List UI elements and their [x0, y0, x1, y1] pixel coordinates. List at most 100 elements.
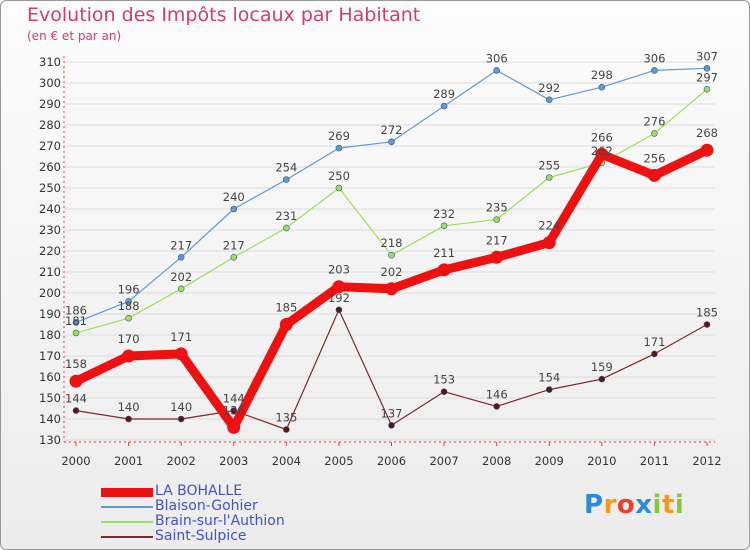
- legend-label: Saint-Sulpice: [155, 528, 247, 544]
- proxiti-logo: Proxiti: [584, 490, 684, 520]
- legend-label: LA BOHALLE: [155, 483, 243, 499]
- data-point: [598, 375, 606, 383]
- data-point: [335, 306, 343, 314]
- x-tick-label: 2001: [114, 454, 143, 468]
- legend-swatch: [101, 488, 153, 497]
- data-point: [388, 251, 395, 259]
- data-point: [651, 67, 658, 74]
- data-label: 171: [170, 330, 192, 344]
- data-label: 306: [486, 51, 508, 65]
- data-label: 272: [381, 123, 403, 137]
- data-label: 181: [65, 314, 87, 328]
- data-label: 255: [538, 159, 560, 173]
- y-tick-label: 260: [39, 160, 61, 174]
- data-point: [598, 83, 606, 91]
- y-tick-label: 170: [39, 349, 61, 363]
- logo-letter: r: [603, 490, 617, 520]
- data-point: [440, 222, 448, 230]
- y-tick-label: 230: [39, 223, 61, 237]
- chart-title: Evolution des Impôts locaux par Habitant: [27, 4, 421, 26]
- data-point: [703, 86, 711, 93]
- x-tick-label: 2007: [429, 454, 458, 468]
- x-tick-label: 2008: [482, 454, 511, 468]
- y-tick-label: 290: [39, 97, 61, 111]
- data-label: 289: [433, 87, 455, 101]
- data-label: 254: [275, 161, 297, 175]
- data-label: 298: [591, 68, 613, 82]
- logo-letter: i: [652, 490, 662, 520]
- data-point: [440, 102, 448, 110]
- legend-swatch: [101, 536, 153, 538]
- y-tick-label: 160: [39, 370, 61, 384]
- y-tick-label: 180: [39, 328, 61, 342]
- data-point: [332, 280, 346, 294]
- data-point: [177, 253, 185, 261]
- data-point: [227, 420, 241, 434]
- data-label: 231: [275, 209, 297, 223]
- y-tick-label: 130: [39, 433, 61, 447]
- data-label: 232: [433, 207, 455, 221]
- data-label: 202: [170, 270, 192, 284]
- data-label: 185: [696, 306, 718, 320]
- data-point: [72, 329, 80, 337]
- data-label: 217: [486, 233, 508, 247]
- y-tick-label: 270: [39, 139, 61, 153]
- x-tick-label: 2006: [377, 454, 406, 468]
- y-tick-label: 150: [39, 391, 61, 405]
- x-tick-label: 2011: [640, 454, 669, 468]
- chart-subtitle: (en € et par an): [27, 29, 122, 43]
- data-point: [69, 374, 83, 388]
- data-label: 188: [118, 299, 140, 313]
- x-tick-label: 2012: [692, 454, 721, 468]
- data-label: 153: [433, 373, 455, 387]
- data-point: [595, 147, 609, 161]
- data-label: 217: [170, 238, 192, 252]
- data-point: [230, 253, 238, 261]
- data-point: [230, 205, 238, 213]
- data-point: [493, 403, 500, 410]
- data-point: [437, 263, 451, 277]
- data-label: 276: [643, 114, 665, 128]
- data-point: [125, 314, 132, 322]
- data-point: [177, 285, 185, 293]
- data-point: [283, 176, 290, 183]
- data-label: 203: [328, 263, 350, 277]
- data-label: 235: [486, 201, 508, 215]
- y-tick-label: 140: [39, 412, 61, 426]
- data-label: 307: [696, 49, 718, 63]
- data-label: 140: [118, 400, 140, 414]
- y-tick-label: 240: [39, 202, 61, 216]
- data-point: [388, 421, 395, 429]
- data-label: 266: [591, 130, 613, 144]
- data-label: 262: [591, 144, 613, 158]
- data-label: 154: [538, 371, 560, 385]
- data-label: 170: [118, 332, 140, 346]
- data-point: [335, 144, 343, 152]
- x-tick-label: 2000: [61, 454, 90, 468]
- x-tick-label: 2005: [324, 454, 353, 468]
- legend-label: Blaison-Gohier: [155, 498, 258, 514]
- data-point: [490, 250, 504, 264]
- data-label: 240: [223, 190, 245, 204]
- data-point: [125, 298, 132, 305]
- data-point: [177, 415, 185, 423]
- data-point: [440, 388, 448, 396]
- data-point: [647, 168, 661, 182]
- data-point: [545, 174, 553, 181]
- data-label: 186: [65, 303, 87, 317]
- data-point: [545, 96, 553, 104]
- y-tick-label: 200: [39, 286, 61, 300]
- data-label: 159: [591, 360, 613, 374]
- data-label: 192: [328, 291, 350, 305]
- y-tick-label: 310: [39, 55, 61, 69]
- data-label: 224: [538, 219, 560, 233]
- logo-letter: i: [674, 490, 685, 520]
- data-point: [122, 349, 136, 363]
- data-point: [72, 407, 80, 414]
- logo-letter: t: [661, 490, 675, 520]
- data-point: [703, 321, 711, 328]
- data-label: 171: [643, 335, 665, 349]
- data-label: 250: [328, 169, 350, 183]
- x-tick-label: 2009: [535, 454, 564, 468]
